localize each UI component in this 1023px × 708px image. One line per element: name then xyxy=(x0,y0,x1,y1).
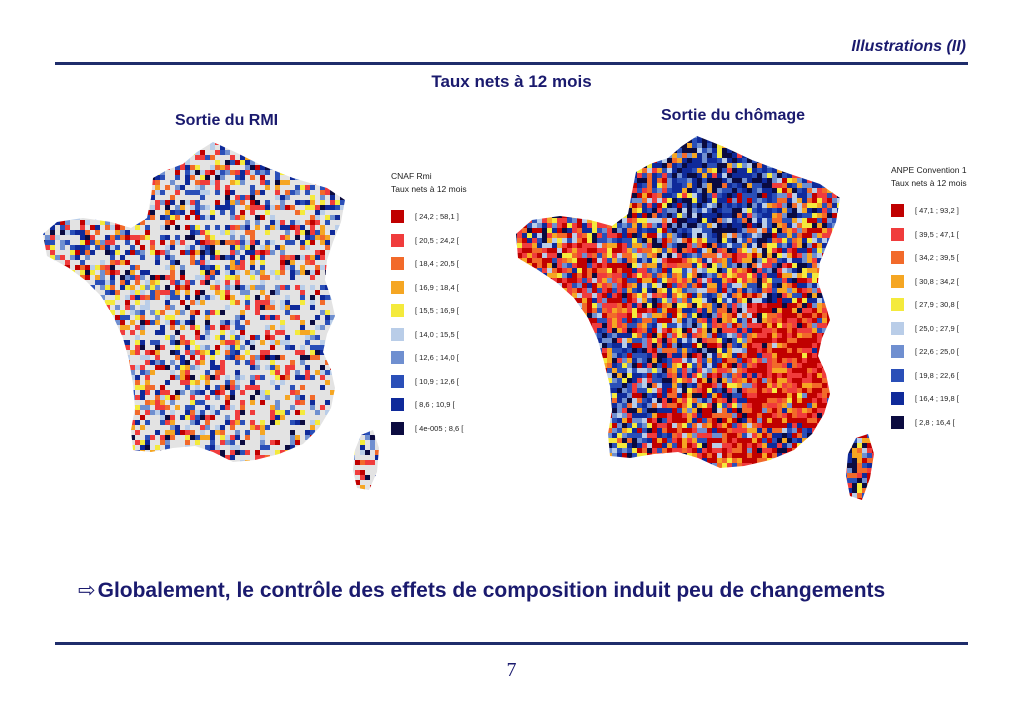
legend-swatch xyxy=(891,227,904,241)
map-left-rmi xyxy=(35,130,395,500)
legend-label: [ 4e-005 ; 8,6 [ xyxy=(415,423,464,433)
legend-swatch xyxy=(391,374,404,388)
legend-label: [ 16,4 ; 19,8 [ xyxy=(915,394,959,403)
legend-subtitle: Taux nets à 12 mois xyxy=(891,178,967,188)
legend-label: [ 15,5 ; 16,9 [ xyxy=(415,306,459,315)
legend-label: [ 22,6 ; 25,0 [ xyxy=(915,347,959,356)
legend-row: [ 10,9 ; 12,6 [ xyxy=(391,374,467,399)
legend-row: [ 30,8 ; 34,2 [ xyxy=(891,274,967,299)
top-divider xyxy=(55,62,968,65)
legend-swatch xyxy=(391,327,404,341)
legend-label: [ 27,9 ; 30,8 [ xyxy=(915,300,959,309)
legend-swatch xyxy=(891,251,904,264)
arrow-icon: ⇨ xyxy=(78,579,96,602)
legend-label: [ 47,1 ; 93,2 ] xyxy=(915,206,959,215)
legend-row: [ 18,4 ; 20,5 [ xyxy=(391,257,467,281)
legend-label: [ 20,5 ; 24,2 [ xyxy=(415,235,459,245)
legend-swatch xyxy=(391,304,404,317)
section-title: Illustrations (II) xyxy=(851,38,966,55)
legend-label: [ 2,8 ; 16,4 [ xyxy=(915,417,955,427)
legend-swatch xyxy=(891,274,904,288)
legend-label: [ 34,2 ; 39,5 [ xyxy=(915,253,959,262)
map-right-subtitle: Sortie du chômage xyxy=(661,107,806,124)
legend-label: [ 16,9 ; 18,4 [ xyxy=(415,282,459,292)
legend-row: [ 14,0 ; 15,5 [ xyxy=(391,327,467,352)
legend-swatch xyxy=(891,415,904,429)
conclusion-text: Globalement, le contrôle des effets de c… xyxy=(97,579,886,602)
legend-swatch xyxy=(391,421,404,435)
legend-label: [ 8,6 ; 10,9 [ xyxy=(415,400,455,409)
legend-swatch xyxy=(391,210,404,223)
legend-title: CNAF Rmi xyxy=(391,171,432,181)
legend-label: [ 24,2 ; 58,1 ] xyxy=(415,212,459,221)
page-number: 7 xyxy=(506,659,517,681)
legend-row: [ 34,2 ; 39,5 [ xyxy=(891,251,967,275)
legend-label: [ 25,0 ; 27,9 [ xyxy=(915,323,959,333)
legend-label: [ 19,8 ; 22,6 [ xyxy=(915,370,959,380)
legend-row: [ 39,5 ; 47,1 [ xyxy=(891,227,967,252)
legend-swatch xyxy=(391,257,404,270)
legend-row: [ 22,6 ; 25,0 [ xyxy=(891,345,967,369)
legend-row: [ 8,6 ; 10,9 [ xyxy=(391,398,467,422)
legend-swatch xyxy=(891,345,904,358)
legend-row: [ 2,8 ; 16,4 [ xyxy=(891,415,967,440)
conclusion-bullet: ⇨Globalement, le contrôle des effets de … xyxy=(78,578,885,603)
legend-row: [ 24,2 ; 58,1 ] xyxy=(391,210,467,234)
legend-subtitle: Taux nets à 12 mois xyxy=(391,184,467,194)
legend-label: [ 14,0 ; 15,5 [ xyxy=(415,329,459,339)
legend-swatch xyxy=(391,280,404,294)
main-title: Taux nets à 12 mois xyxy=(431,72,592,91)
legend-row: [ 19,8 ; 22,6 [ xyxy=(891,368,967,393)
legend-swatch xyxy=(391,398,404,411)
map-right-chomage xyxy=(512,128,882,503)
legend-swatch xyxy=(891,368,904,382)
legend-row: [ 25,0 ; 27,9 [ xyxy=(891,321,967,346)
legend-label: [ 12,6 ; 14,0 [ xyxy=(415,353,459,362)
legend-swatch xyxy=(391,233,404,247)
legend-row: [ 27,9 ; 30,8 [ xyxy=(891,298,967,322)
legend-row: [ 4e-005 ; 8,6 [ xyxy=(391,421,467,446)
legend-label: [ 18,4 ; 20,5 [ xyxy=(415,259,459,268)
legend-label: [ 10,9 ; 12,6 [ xyxy=(415,376,459,386)
legend-label: [ 30,8 ; 34,2 [ xyxy=(915,276,959,286)
legend-swatch xyxy=(891,204,904,217)
map-left-legend: CNAF Rmi Taux nets à 12 mois [ 24,2 ; 58… xyxy=(391,170,467,445)
map-left-subtitle: Sortie du RMI xyxy=(175,112,279,129)
legend-row: [ 15,5 ; 16,9 [ xyxy=(391,304,467,328)
legend-swatch xyxy=(891,321,904,335)
map-right-legend: ANPE Convention 1 Taux nets à 12 mois [ … xyxy=(891,164,967,439)
legend-label: [ 39,5 ; 47,1 [ xyxy=(915,229,959,239)
legend-title: ANPE Convention 1 xyxy=(891,165,967,175)
legend-swatch xyxy=(891,392,904,405)
legend-row: [ 12,6 ; 14,0 [ xyxy=(391,351,467,375)
bottom-divider xyxy=(55,642,968,645)
legend-row: [ 47,1 ; 93,2 ] xyxy=(891,204,967,228)
legend-swatch xyxy=(391,351,404,364)
legend-row: [ 20,5 ; 24,2 [ xyxy=(391,233,467,258)
legend-swatch xyxy=(891,298,904,311)
legend-row: [ 16,9 ; 18,4 [ xyxy=(391,280,467,305)
legend-row: [ 16,4 ; 19,8 [ xyxy=(891,392,967,416)
